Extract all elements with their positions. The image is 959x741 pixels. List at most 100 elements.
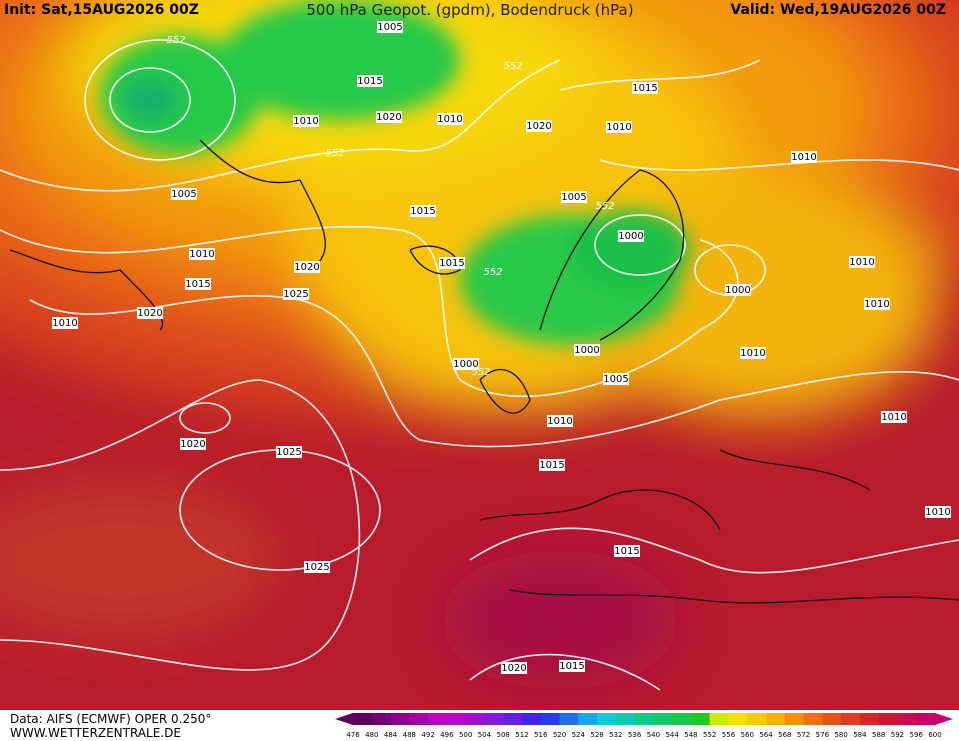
legend-swatch [465, 713, 485, 725]
pressure-label: 1015 [632, 83, 657, 94]
height-label: 552 [503, 61, 522, 72]
pressure-label: 1010 [437, 114, 462, 125]
legend-label: 580 [834, 731, 847, 739]
pressure-label: 1005 [377, 22, 402, 33]
pressure-label: 1020 [526, 121, 551, 132]
legend-swatch [371, 713, 392, 725]
legend-swatch [803, 713, 823, 725]
legend-swatch [653, 713, 673, 725]
label-box [849, 256, 875, 268]
height-label: 552 [471, 367, 490, 378]
legend-label: 504 [478, 731, 492, 739]
label-box [377, 21, 403, 33]
legend-swatch [390, 713, 410, 725]
legend-swatch [766, 713, 786, 725]
legend-swatch [690, 713, 711, 725]
legend-swatch [916, 713, 936, 725]
legend-swatch [353, 713, 373, 725]
label-box [603, 373, 629, 385]
legend-label: 600 [928, 731, 941, 739]
legend-label: 508 [497, 731, 510, 739]
pressure-label: 1010 [849, 257, 874, 268]
height-label: 552 [483, 267, 502, 278]
isobar-labels: 552 1005 552 1015 1015 1010 1020 1010 1020 1010 55… [52, 21, 951, 674]
legend-label: 584 [853, 731, 867, 739]
legend-swatch [747, 713, 767, 725]
pressure-label: 1015 [439, 258, 464, 269]
pressure-label: 1020 [137, 308, 162, 319]
legend-label: 480 [365, 731, 378, 739]
pressure-label: 1010 [52, 318, 77, 329]
legend-label: 520 [553, 731, 566, 739]
label-box [526, 120, 552, 132]
legend-label: 524 [572, 731, 586, 739]
pressure-label: 1010 [293, 116, 318, 127]
legend-swatch [859, 713, 880, 725]
pressure-label: 1015 [559, 661, 584, 672]
legend-label: 476 [346, 731, 360, 739]
legend-label: 528 [590, 731, 603, 739]
label-box [561, 191, 587, 203]
legend-label: 500 [459, 731, 472, 739]
label-box [376, 111, 402, 123]
legend-swatch [709, 713, 729, 725]
legend-swatch [428, 713, 448, 725]
legend-label: 532 [609, 731, 622, 739]
pressure-label: 1000 [574, 345, 599, 356]
label-box [52, 317, 78, 329]
pressure-label: 1000 [618, 231, 643, 242]
legend-swatch [822, 713, 842, 725]
legend-swatch [559, 713, 579, 725]
pressure-label: 1010 [547, 416, 572, 427]
pressure-label: 1010 [606, 122, 631, 133]
label-box [740, 347, 766, 359]
legend-label: 564 [759, 731, 773, 739]
pressure-label: 1025 [276, 447, 301, 458]
label-box [189, 248, 215, 260]
legend-label: 488 [403, 731, 416, 739]
legend-label: 544 [665, 731, 679, 739]
legend-label: 588 [872, 731, 885, 739]
legend-swatch [597, 713, 617, 725]
legend-swatch [634, 713, 654, 725]
pressure-label: 1010 [740, 348, 765, 359]
legend-arrow-low [335, 713, 353, 725]
legend-swatch [728, 713, 748, 725]
label-box [293, 115, 319, 127]
label-box [559, 660, 585, 672]
label-box [276, 446, 302, 458]
legend-swatch [578, 713, 598, 725]
label-box [725, 284, 751, 296]
legend-label: 556 [722, 731, 736, 739]
legend-label: 576 [816, 731, 830, 739]
map-title: 500 hPa Geopot. (gpdm), Bodendruck (hPa) [306, 1, 633, 19]
label-box [180, 438, 206, 450]
pressure-label: 1010 [881, 412, 906, 423]
website: WWW.WETTERZENTRALE.DE [10, 726, 181, 740]
pressure-label: 1000 [453, 359, 478, 370]
pressure-label: 1025 [304, 562, 329, 573]
label-box [925, 506, 951, 518]
pressure-label: 1020 [501, 663, 526, 674]
legend-arrow-high [935, 713, 953, 725]
legend-swatch [615, 713, 636, 725]
height-label: 552 [595, 201, 614, 212]
label-box [614, 545, 640, 557]
label-box [439, 257, 465, 269]
pressure-label: 1020 [376, 112, 401, 123]
label-box [294, 261, 320, 273]
label-box [539, 459, 565, 471]
pressure-label: 1010 [189, 249, 214, 260]
legend-swatch [409, 713, 429, 725]
pressure-label: 1000 [725, 285, 750, 296]
pressure-label: 1005 [603, 374, 628, 385]
legend-swatch [784, 713, 805, 725]
label-box [137, 307, 163, 319]
label-box [791, 151, 817, 163]
label-box [547, 415, 573, 427]
legend-label: 596 [910, 731, 924, 739]
legend-label: 484 [384, 731, 398, 739]
legend-label: 572 [797, 731, 810, 739]
legend-label: 560 [741, 731, 754, 739]
